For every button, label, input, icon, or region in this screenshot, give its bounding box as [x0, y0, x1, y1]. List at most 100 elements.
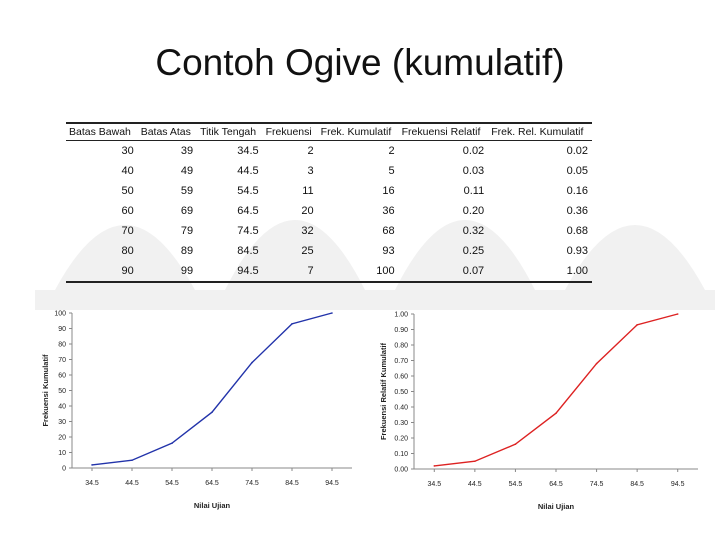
table-cell: 40 [121, 165, 134, 177]
frequency-table: Batas Bawah Batas Atas Titik Tengah Frek… [66, 122, 592, 283]
table-cell: 59 [180, 185, 194, 197]
table-cell: 11 [302, 185, 314, 197]
y-tick-label: 90 [58, 326, 66, 333]
table-cell: 2 [388, 145, 395, 157]
table-cell: 60 [121, 205, 134, 217]
data-point [131, 459, 133, 462]
table-cell: 0.07 [398, 261, 489, 283]
y-tick-label: 0.00 [394, 467, 408, 474]
table-cell: 0.20 [462, 205, 485, 217]
y-tick-label: 80 [58, 342, 66, 349]
y-tick-label: 1.00 [394, 312, 408, 319]
y-tick-label: 0.10 [394, 451, 408, 458]
y-tick-label: 40 [58, 404, 66, 411]
table-row: 60 69 64.5 20 36 0.20 0.36 [66, 201, 592, 221]
y-tick-label: 0.20 [394, 436, 408, 443]
data-point [555, 412, 557, 414]
table-cell: 93 [382, 245, 395, 257]
data-point [251, 361, 253, 364]
table-cell: 64.5 [237, 205, 259, 217]
y-tick-label: 70 [58, 357, 66, 364]
data-point [595, 362, 598, 365]
column-header: Frekuensi Relatif [398, 122, 489, 141]
column-header: Batas Atas [137, 122, 198, 141]
table-cell: 80 [121, 245, 134, 257]
data-point [676, 313, 679, 315]
slide-title: Contoh Ogive (kumulatif) [155, 42, 565, 83]
x-axis-label: Nilai Ujian [538, 502, 575, 511]
y-tick-label: 100 [54, 311, 66, 318]
table-cell: 94.5 [197, 261, 263, 283]
table-cell: 2 [307, 145, 314, 157]
column-header: Frek. Kumulatif [317, 122, 399, 141]
data-point [514, 443, 517, 445]
table-cell: 34.5 [237, 145, 259, 157]
y-tick-label: 0.70 [394, 358, 408, 365]
table-cell: 0.68 [566, 225, 588, 237]
y-tick-label: 30 [58, 419, 66, 426]
table-row: 30 39 34.5 2 2 0.02 0.02 [66, 141, 592, 162]
x-tick-label: 54.5 [509, 481, 523, 488]
y-tick-label: 20 [58, 435, 66, 442]
table-cell: 25 [301, 245, 314, 257]
y-tick-label: 0.60 [394, 374, 408, 381]
table-cell: 16 [382, 185, 395, 197]
column-header: Batas Bawah [66, 122, 138, 141]
series-line [91, 312, 333, 466]
x-tick-label: 64.5 [205, 480, 219, 487]
cumulative-frequency-chart: 0 10 20 30 40 50 60 70 80 90 100 34.5 44.5 54.5 64.5 74… [41, 311, 352, 510]
y-tick-label: 0.50 [394, 389, 408, 396]
table-cell: 90 [66, 261, 138, 283]
table-cell: 0.03 [462, 165, 485, 177]
relative-cumulative-frequency-chart: 0.00 0.10 0.20 0.30 0.40 0.50 0.60 0.70 0.80 0.90… [379, 312, 698, 511]
table-cell: 44.5 [237, 165, 259, 177]
table-row: 40 49 44.5 3 5 0.03 0.05 [66, 161, 592, 181]
table-cell: 54.5 [237, 185, 259, 197]
x-tick-label: 84.5 [630, 481, 644, 488]
table-cell: 1.00 [488, 261, 592, 283]
table-cell: 0.02 [566, 145, 588, 157]
table-cell: 32 [301, 225, 314, 237]
y-tick-label: 50 [58, 388, 66, 395]
table-cell: 79 [180, 225, 194, 237]
x-tick-label: 54.5 [165, 480, 179, 487]
column-header: Frekuensi [262, 122, 318, 141]
y-tick-label: 0.80 [394, 343, 408, 350]
x-tick-label: 34.5 [85, 480, 99, 487]
table-cell: 89 [180, 245, 194, 257]
table-cell: 49 [180, 165, 194, 177]
y-tick-label: 60 [58, 373, 66, 380]
y-tick-label: 0 [62, 466, 66, 473]
table-cell: 0.93 [566, 245, 588, 257]
table-cell: 99 [137, 261, 198, 283]
table-cell: 20 [301, 205, 314, 217]
y-axis-label: Frekuensi Relatif Kumulatif [379, 342, 388, 440]
x-tick-label: 74.5 [590, 481, 604, 488]
data-point [171, 442, 173, 444]
table-cell: 69 [180, 205, 194, 217]
x-tick-label: 94.5 [671, 481, 685, 488]
y-tick-label: 10 [58, 450, 66, 457]
table-row: 50 59 54.5 11 16 0.11 0.16 [66, 181, 592, 201]
x-tick-label: 44.5 [468, 481, 482, 488]
x-tick-label: 74.5 [245, 480, 259, 487]
x-tick-label: 84.5 [285, 480, 299, 487]
table-cell: 70 [121, 225, 134, 237]
y-tick-label: 0.90 [394, 327, 408, 334]
table-cell: 0.16 [566, 185, 588, 197]
series-line [434, 313, 678, 467]
table-row: 70 79 74.5 32 68 0.32 0.68 [66, 221, 592, 241]
x-tick-label: 94.5 [325, 480, 339, 487]
table-cell: 30 [121, 145, 134, 157]
data-point [291, 323, 293, 325]
data-point [433, 465, 436, 467]
table-cell: 0.25 [462, 245, 485, 257]
table-cell: 0.36 [566, 205, 588, 217]
table-header-row: Batas Bawah Batas Atas Titik Tengah Frek… [66, 122, 592, 141]
table-row: 80 89 84.5 25 93 0.25 0.93 [66, 241, 592, 261]
table-cell: 5 [388, 165, 395, 177]
y-axis-label: Frekuensi Kumulatif [41, 354, 50, 427]
table-cell: 84.5 [237, 245, 259, 257]
table-cell: 39 [180, 145, 194, 157]
data-point [474, 460, 476, 463]
